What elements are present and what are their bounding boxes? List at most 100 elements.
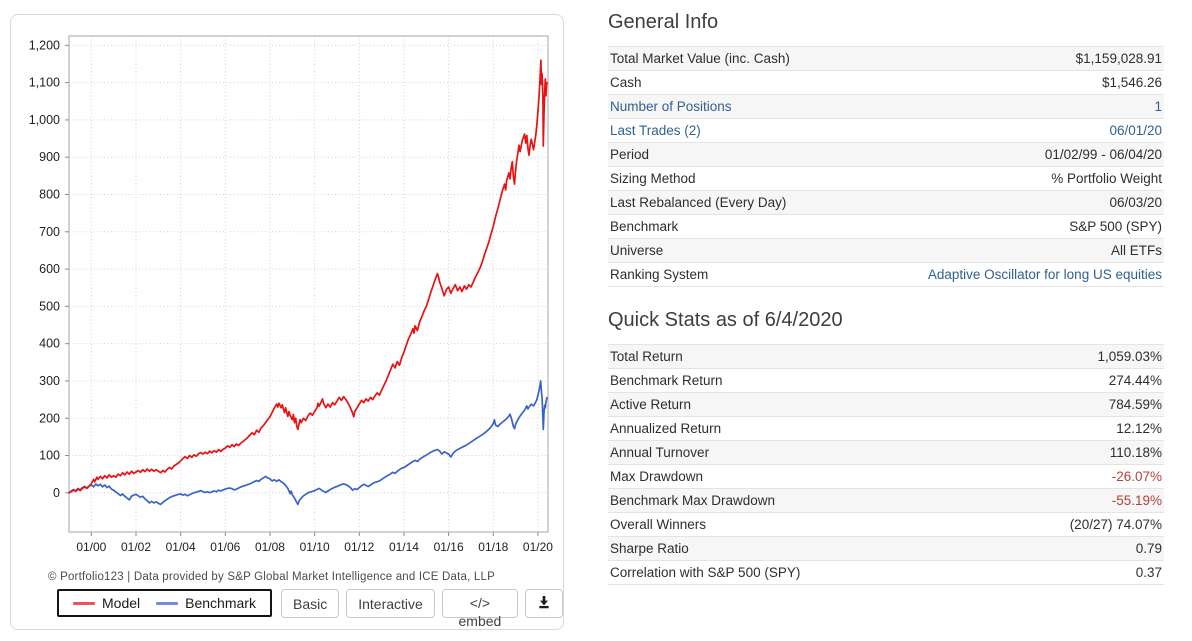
general-info-row-label: Cash <box>610 75 642 90</box>
general-info-row-value: 06/03/20 <box>1109 195 1162 210</box>
quick-stats-row: Annual Turnover 110.18% <box>608 441 1164 465</box>
svg-text:01/20: 01/20 <box>523 540 553 554</box>
general-info-row-value: All ETFs <box>1110 243 1162 258</box>
performance-chart: 0 100 200 300 400 500 600 700 800 900 1,000 1,100 1,… <box>29 35 553 554</box>
svg-text:0: 0 <box>53 486 60 500</box>
general-info-row-value[interactable]: 06/01/20 <box>1109 123 1162 138</box>
general-info-row-label[interactable]: Last Trades (2) <box>610 123 701 138</box>
quick-stats-row-value: 0.79 <box>1135 541 1162 556</box>
general-info-row: Benchmark S&P 500 (SPY) <box>608 215 1164 239</box>
general-info-row-value: $1,546.26 <box>1101 75 1162 90</box>
quick-stats-row: Max Drawdown -26.07% <box>608 465 1164 489</box>
general-info-row-label[interactable]: Number of Positions <box>610 99 732 114</box>
svg-text:01/06: 01/06 <box>210 540 240 554</box>
quick-stats-row-value: (20/27) 74.07% <box>1069 517 1162 532</box>
model-legend-item: Model <box>73 595 140 611</box>
quick-stats-row-label: Benchmark Return <box>610 373 723 388</box>
svg-text:1,100: 1,100 <box>29 76 60 90</box>
svg-text:01/02: 01/02 <box>121 540 151 554</box>
quick-stats-row: Benchmark Max Drawdown -55.19% <box>608 489 1164 513</box>
model-legend-swatch <box>73 601 95 605</box>
download-button[interactable] <box>525 589 563 618</box>
quick-stats-row: Total Return 1,059.03% <box>608 345 1164 369</box>
svg-text:01/12: 01/12 <box>344 540 374 554</box>
general-info-row: Period 01/02/99 - 06/04/20 <box>608 143 1164 167</box>
quick-stats-row-label: Correlation with S&P 500 (SPY) <box>610 565 801 580</box>
svg-text:01/08: 01/08 <box>255 540 285 554</box>
quick-stats-row: Benchmark Return 274.44% <box>608 369 1164 393</box>
performance-chart-card: 0 100 200 300 400 500 600 700 800 900 1,000 1,100 1,… <box>10 14 564 630</box>
general-info-row: Cash $1,546.26 <box>608 71 1164 95</box>
svg-text:01/18: 01/18 <box>478 540 508 554</box>
quick-stats-row-value: 784.59% <box>1108 397 1162 412</box>
quick-stats-row-label: Sharpe Ratio <box>610 541 689 556</box>
general-info-row: Last Trades (2) 06/01/20 <box>608 119 1164 143</box>
benchmark-legend-swatch <box>156 601 179 605</box>
model-legend-label: Model <box>102 595 141 611</box>
quick-stats-row-label: Annualized Return <box>610 421 722 436</box>
chart-view-buttons: Basic Interactive </> embed <box>281 589 563 629</box>
svg-text:01/14: 01/14 <box>389 540 419 554</box>
svg-text:100: 100 <box>39 449 60 463</box>
quick-stats-row-value: 0.37 <box>1135 565 1162 580</box>
general-info-row-value[interactable]: Adaptive Oscillator for long US equities <box>927 267 1162 282</box>
quick-stats-row-value: 274.44% <box>1108 373 1162 388</box>
quick-stats-row: Active Return 784.59% <box>608 393 1164 417</box>
svg-text:400: 400 <box>39 337 60 351</box>
benchmark-legend-item: Benchmark <box>156 595 256 611</box>
general-info-row-value: % Portfolio Weight <box>1051 171 1162 186</box>
svg-text:600: 600 <box>39 262 60 276</box>
general-info-row: Universe All ETFs <box>608 239 1164 263</box>
quick-stats-row-value: -55.19% <box>1111 493 1162 508</box>
chart-legend: Model Benchmark <box>57 589 272 617</box>
general-info-row-label: Total Market Value (inc. Cash) <box>610 51 790 66</box>
quick-stats-row-value: 12.12% <box>1116 421 1162 436</box>
svg-text:01/00: 01/00 <box>76 540 106 554</box>
info-panel: General Info Total Market Value (inc. Ca… <box>608 10 1164 585</box>
general-info-title: General Info <box>608 11 719 33</box>
general-info-row-label: Last Rebalanced (Every Day) <box>610 195 787 210</box>
chart-attribution: © Portfolio123 | Data provided by S&P Gl… <box>48 571 495 583</box>
general-info-row: Last Rebalanced (Every Day) 06/03/20 <box>608 191 1164 215</box>
svg-text:500: 500 <box>39 299 60 313</box>
svg-text:300: 300 <box>39 374 60 388</box>
interactive-button[interactable]: Interactive <box>346 589 435 618</box>
general-info-row-label: Benchmark <box>610 219 679 234</box>
quick-stats-row-label: Overall Winners <box>610 517 707 532</box>
svg-text:01/10: 01/10 <box>300 540 330 554</box>
svg-text:01/04: 01/04 <box>166 540 196 554</box>
benchmark-line <box>68 380 548 506</box>
general-info-row-value: $1,159,028.91 <box>1075 51 1162 66</box>
quick-stats-row-value: 110.18% <box>1109 445 1162 460</box>
general-info-row-value: S&P 500 (SPY) <box>1069 219 1162 234</box>
embed-button[interactable]: </> embed <box>441 589 518 629</box>
quick-stats-row: Correlation with S&P 500 (SPY) 0.37 <box>608 561 1164 585</box>
general-info-row: Total Market Value (inc. Cash) $1,159,028… <box>608 47 1164 71</box>
general-info-row-value: 01/02/99 - 06/04/20 <box>1044 147 1162 162</box>
svg-text:200: 200 <box>39 411 60 425</box>
svg-text:01/16: 01/16 <box>434 540 464 554</box>
general-info-row-label: Period <box>610 147 650 162</box>
quick-stats-row-label: Benchmark Max Drawdown <box>610 493 776 508</box>
quick-stats-title: Quick Stats as of 6/4/2020 <box>608 309 843 331</box>
quick-stats-row-label: Total Return <box>610 349 683 364</box>
svg-text:800: 800 <box>39 187 60 201</box>
quick-stats-table: Total Return 1,059.03% Benchmark Return 274… <box>608 344 1164 585</box>
download-icon <box>536 594 552 614</box>
quick-stats-row-label: Annual Turnover <box>610 445 710 460</box>
quick-stats-row-label: Max Drawdown <box>610 469 704 484</box>
general-info-row-value[interactable]: 1 <box>1154 99 1162 114</box>
general-info-row-label: Ranking System <box>610 267 709 282</box>
svg-text:900: 900 <box>39 150 60 164</box>
general-info-row: Ranking System Adaptive Oscillator for lo… <box>608 263 1164 287</box>
general-info-row-label: Universe <box>610 243 664 258</box>
basic-button[interactable]: Basic <box>281 589 340 618</box>
benchmark-legend-label: Benchmark <box>185 595 256 611</box>
general-info-row: Number of Positions 1 <box>608 95 1164 119</box>
quick-stats-row: Annualized Return 12.12% <box>608 417 1164 441</box>
quick-stats-row-value: 1,059.03% <box>1097 349 1162 364</box>
quick-stats-row-value: -26.07% <box>1111 469 1162 484</box>
general-info-row-label: Sizing Method <box>610 171 696 186</box>
quick-stats-row: Overall Winners (20/27) 74.07% <box>608 513 1164 537</box>
svg-text:700: 700 <box>39 225 60 239</box>
